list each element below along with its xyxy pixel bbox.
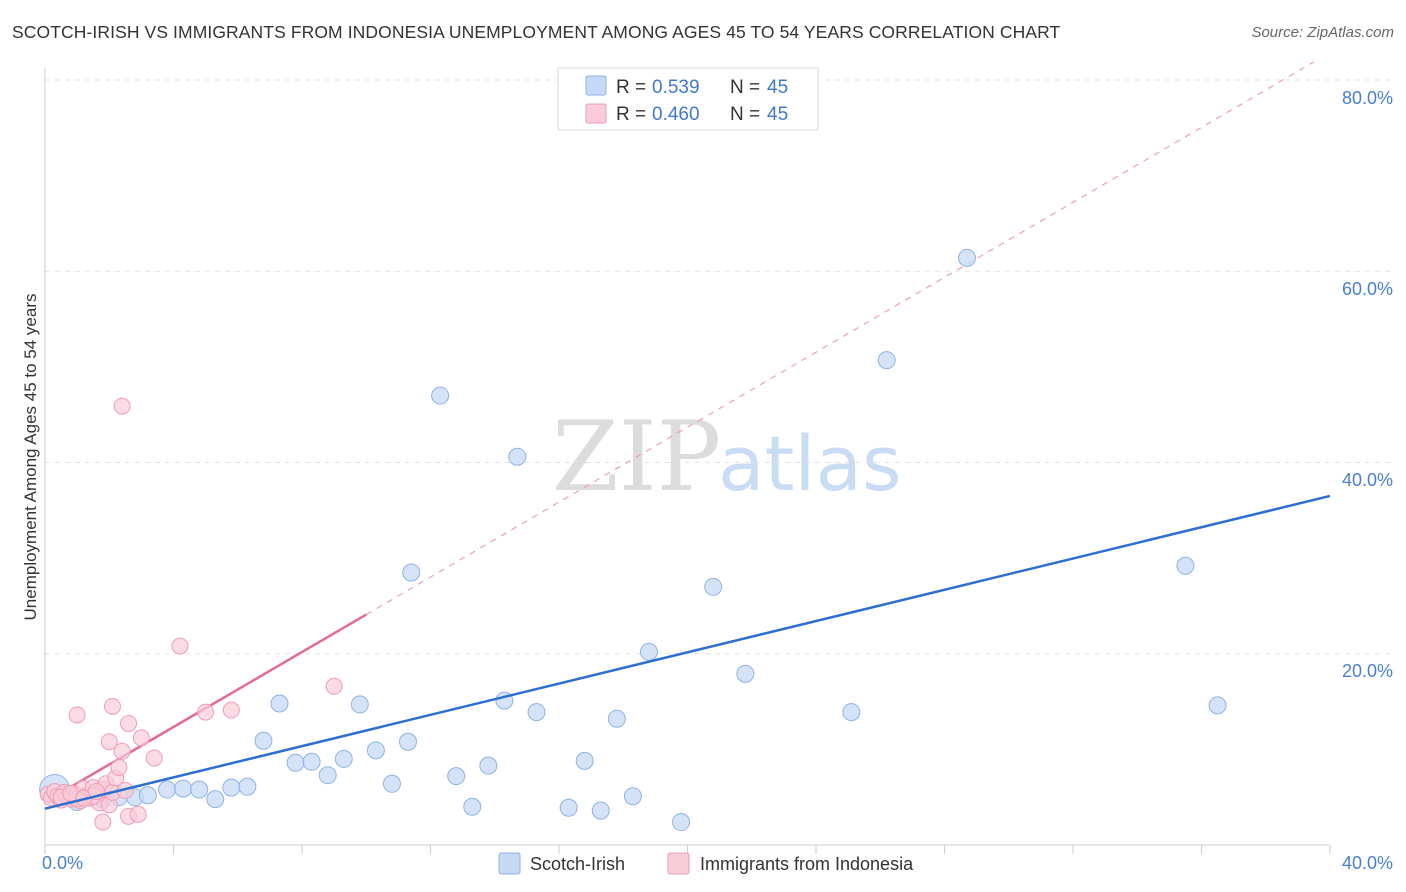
- indonesia-point-38: [325, 677, 343, 695]
- bottom-legend-swatch-indonesia[interactable]: [667, 852, 690, 875]
- scotch-irish-point-22: [366, 741, 385, 760]
- indonesia-point-23: [110, 759, 128, 777]
- scotch-irish-point-25: [402, 563, 421, 582]
- scotch-irish-point-20: [334, 749, 353, 768]
- scotch-irish-point-16: [270, 694, 289, 713]
- top-legend: R = 0.539 N = 45 R = 0.460 N = 45: [557, 67, 819, 131]
- scotch-irish-point-31: [508, 447, 527, 466]
- scotch-irish-trend-line: [44, 494, 1331, 810]
- scotch-irish-point-27: [447, 767, 466, 786]
- scotch-irish-point-45: [1176, 556, 1195, 575]
- indonesia-point-28: [100, 733, 118, 751]
- scotch-irish-point-11: [190, 780, 209, 799]
- scotch-irish-point-38: [639, 642, 658, 661]
- indonesia-point-27: [68, 706, 86, 724]
- legend-swatch-scotch-irish: [585, 75, 607, 96]
- indonesia-trend-extension: [365, 61, 1315, 616]
- x-tick-label-40: 40.0%: [1342, 853, 1393, 873]
- indonesia-point-25: [113, 742, 131, 760]
- scotch-irish-point-32: [527, 703, 546, 722]
- scotch-irish-point-36: [607, 709, 626, 728]
- legend-n-value-1: 45: [767, 77, 788, 98]
- scotch-irish-point-29: [479, 756, 498, 775]
- scotch-irish-point-24: [399, 732, 418, 751]
- indonesia-point-30: [120, 715, 138, 733]
- scotch-irish-point-18: [302, 752, 321, 771]
- bottom-legend-swatch-scotch-irish[interactable]: [498, 852, 521, 875]
- indonesia-point-36: [197, 703, 215, 721]
- legend-n-label-1: N =: [730, 77, 760, 98]
- legend-swatch-indonesia: [585, 103, 607, 124]
- scotch-irish-point-37: [623, 787, 642, 806]
- scotch-irish-point-8: [138, 786, 157, 805]
- indonesia-point-22: [94, 813, 112, 831]
- indonesia-trend: [44, 61, 1315, 804]
- legend-r-label-1: R =: [616, 77, 646, 98]
- scotch-irish-trend: [44, 494, 1331, 810]
- y-axis-label: Unemployment Among Ages 45 to 54 years: [21, 294, 40, 621]
- scotch-irish-point-9: [158, 780, 177, 799]
- x-tick-label-0: 0.0%: [42, 853, 83, 873]
- indonesia-point-31: [129, 805, 147, 823]
- y-tick-label-20: 20.0%: [1342, 661, 1393, 681]
- scotch-irish-point-39: [672, 813, 691, 832]
- scotch-irish-point-21: [350, 695, 369, 714]
- y-tick-label-80: 80.0%: [1342, 88, 1393, 108]
- legend-r-value-2: 0.460: [652, 104, 700, 125]
- chart-title: SCOTCH-IRISH VS IMMIGRANTS FROM INDONESI…: [12, 22, 1061, 42]
- scotch-irish-point-19: [318, 766, 337, 785]
- scotch-irish-point-42: [842, 703, 861, 722]
- indonesia-point-37: [222, 701, 240, 719]
- scotch-irish-point-44: [957, 248, 976, 267]
- scotch-irish-point-41: [736, 664, 755, 683]
- bottom-legend-label-indonesia[interactable]: Immigrants from Indonesia: [700, 854, 914, 874]
- scotch-irish-point-43: [877, 351, 896, 370]
- scotch-irish-point-10: [174, 779, 193, 798]
- bottom-legend[interactable]: Scotch-Irish Immigrants from Indonesia: [498, 852, 914, 875]
- scotch-irish-point-33: [559, 798, 578, 817]
- scotch-irish-point-17: [286, 753, 305, 772]
- watermark-atlas: atlas: [718, 419, 902, 508]
- scotch-irish-point-15: [254, 731, 273, 750]
- scotch-irish-point-46: [1208, 696, 1227, 715]
- scotch-irish-point-14: [238, 777, 257, 796]
- indonesia-point-34: [113, 397, 131, 415]
- scotch-irish-point-13: [222, 778, 241, 797]
- indonesia-point-32: [132, 729, 150, 747]
- bottom-legend-label-scotch-irish[interactable]: Scotch-Irish: [530, 854, 625, 874]
- scotch-irish-point-26: [431, 386, 450, 405]
- source-credit: Source: ZipAtlas.com: [1251, 24, 1394, 41]
- legend-r-label-2: R =: [616, 104, 646, 125]
- indonesia-point-35: [171, 637, 189, 655]
- scotch-irish-point-40: [704, 577, 723, 596]
- scotch-irish-point-35: [591, 801, 610, 820]
- y-tick-label-60: 60.0%: [1342, 279, 1393, 299]
- legend-n-value-2: 45: [767, 104, 788, 125]
- scotch-irish-point-23: [382, 774, 401, 793]
- scotch-irish-point-28: [463, 797, 482, 816]
- scotch-irish-point-12: [206, 790, 225, 809]
- scotch-irish-point-34: [575, 751, 594, 770]
- indonesia-points: [39, 397, 343, 831]
- axes: [44, 68, 1331, 854]
- scotch-irish-points: [39, 248, 1227, 832]
- legend-n-label-2: N =: [730, 104, 760, 125]
- y-tick-label-40: 40.0%: [1342, 470, 1393, 490]
- indonesia-point-29: [103, 697, 121, 715]
- legend-r-value-1: 0.539: [652, 77, 700, 98]
- indonesia-point-33: [145, 749, 163, 767]
